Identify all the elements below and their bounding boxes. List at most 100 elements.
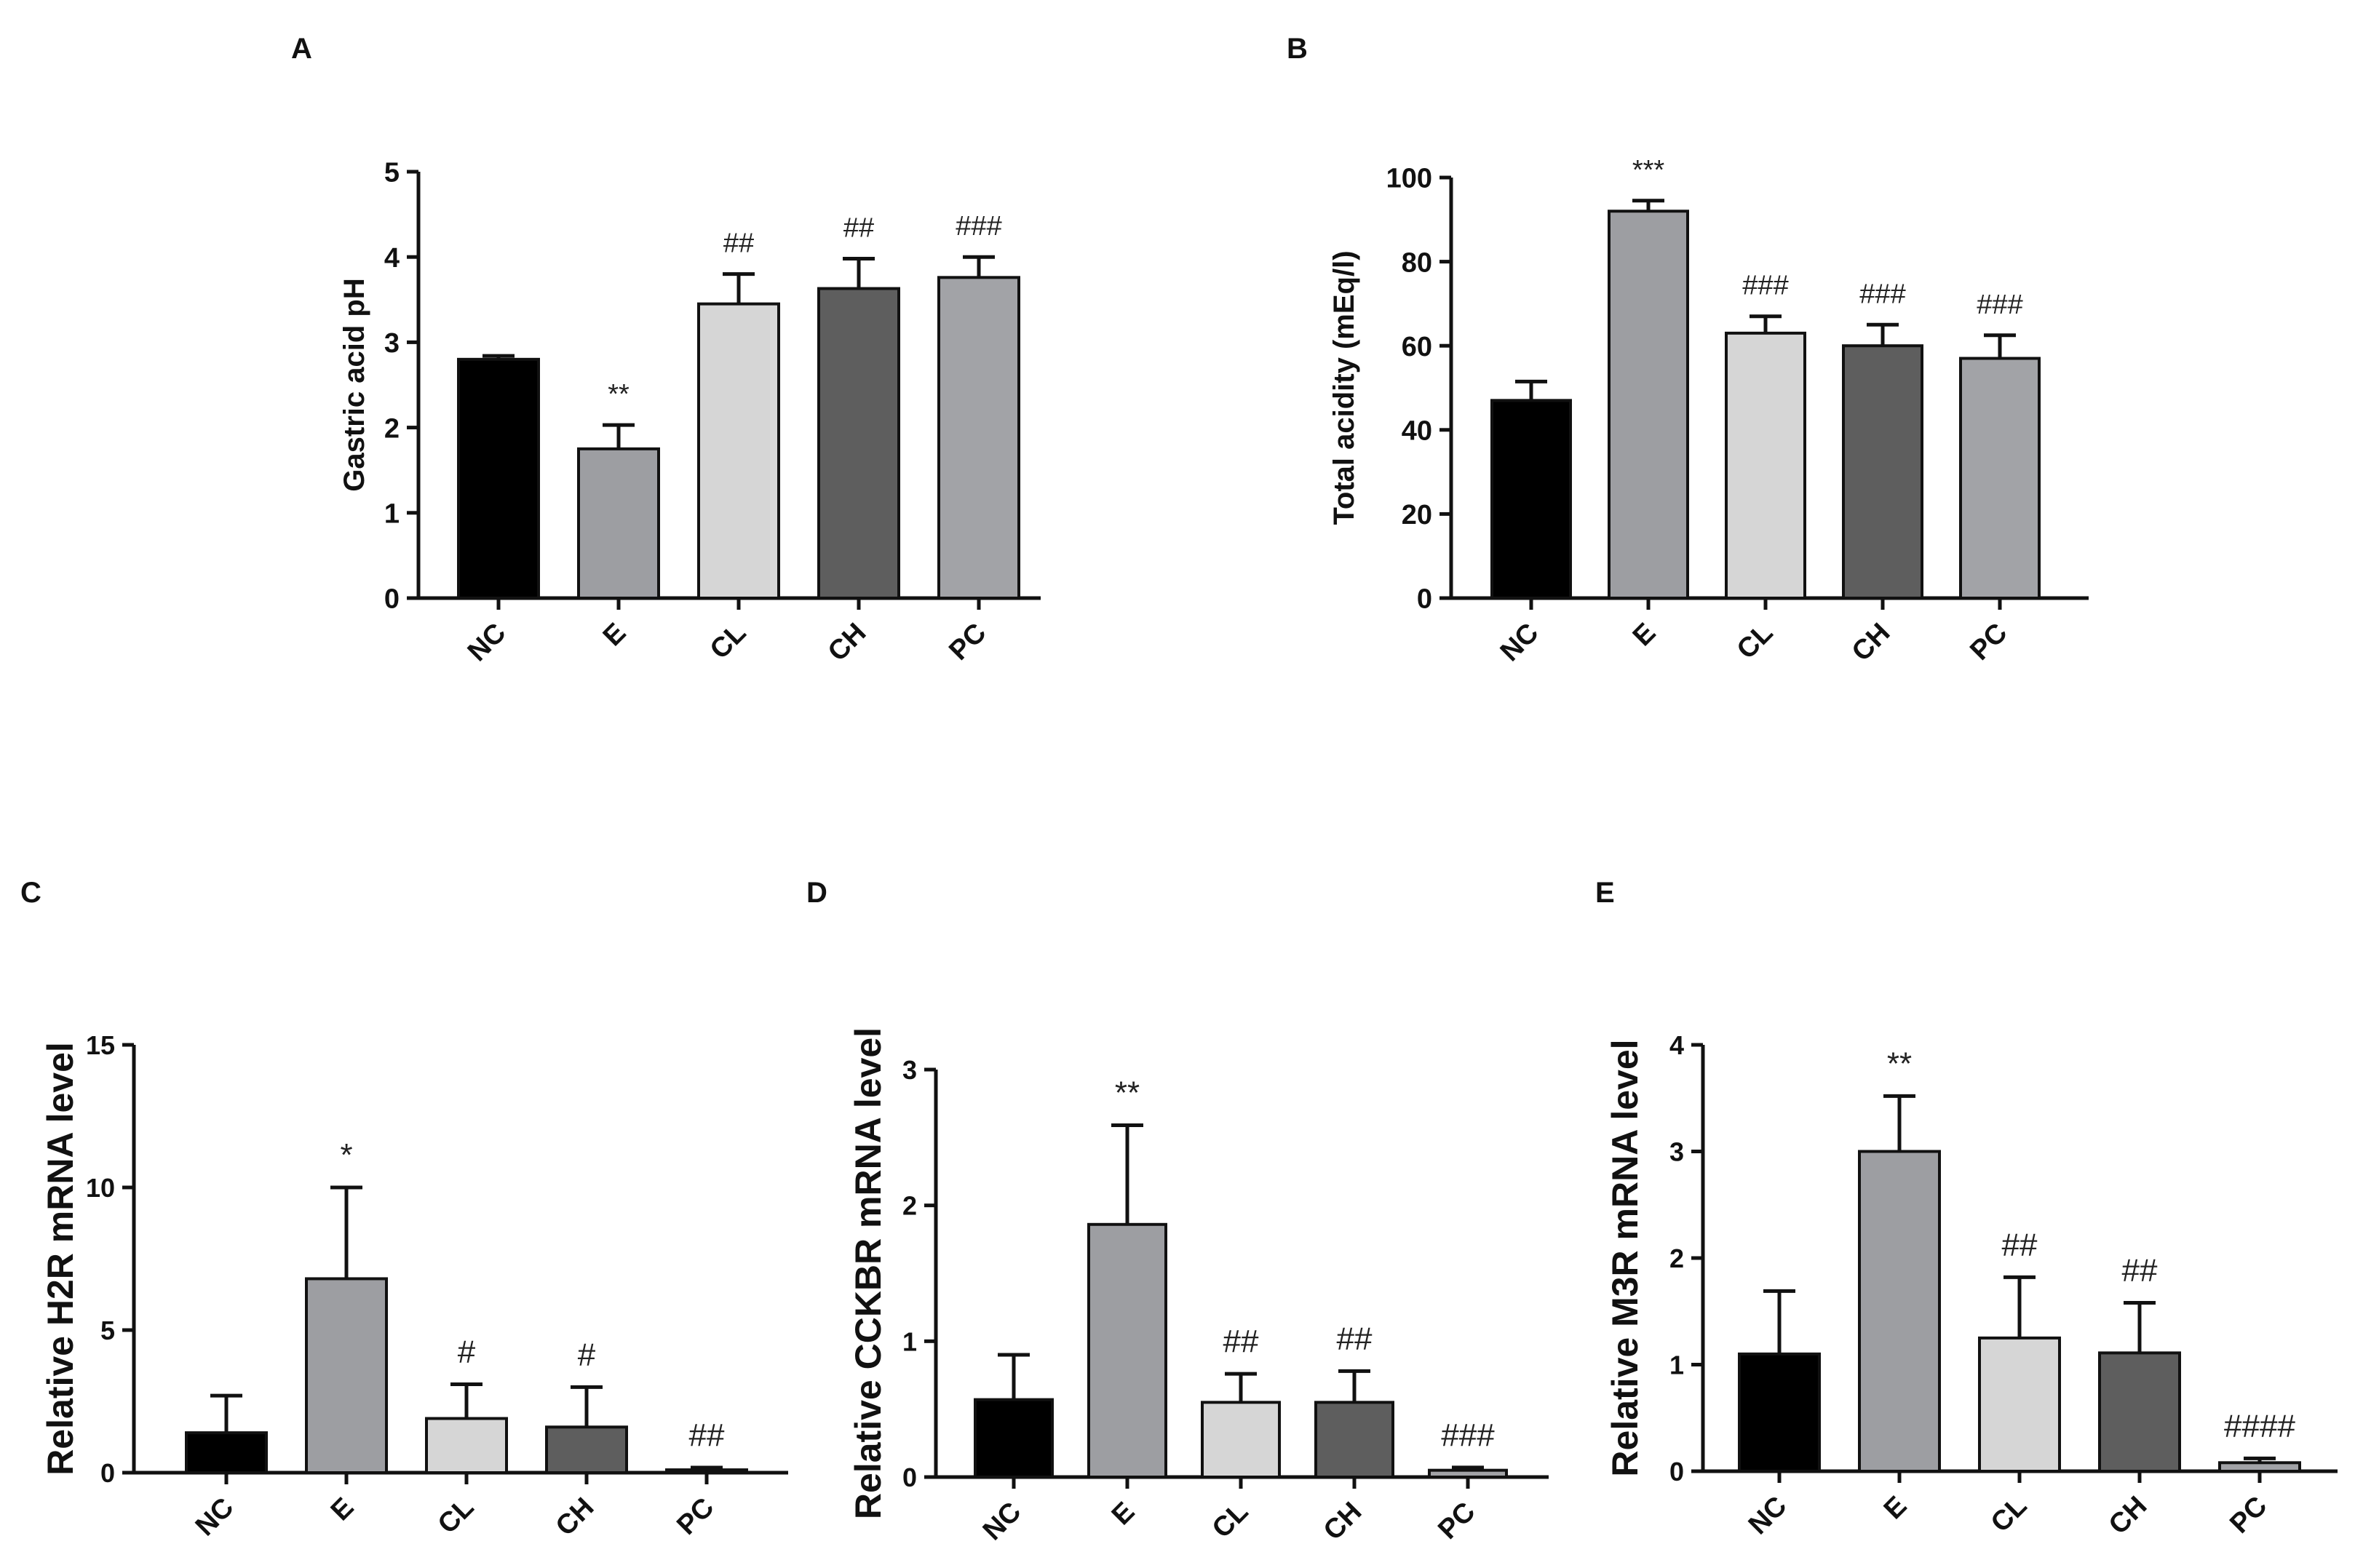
bar-e	[1608, 210, 1689, 600]
y-tick-label: 3	[1669, 1137, 1684, 1166]
bar-cl	[697, 302, 780, 600]
x-tick-label: CL	[704, 618, 752, 666]
bar-pc	[665, 1468, 748, 1474]
bar-ch	[817, 287, 900, 600]
bar-pc	[2218, 1461, 2301, 1473]
y-tick-label: 1	[902, 1326, 917, 1356]
x-tick-label: NC	[977, 1497, 1028, 1547]
y-tick-label: 80	[1402, 247, 1432, 278]
x-tick-label: PC	[671, 1492, 720, 1541]
y-tick-label: 100	[1386, 164, 1432, 194]
x-tick-label: CL	[1985, 1491, 2033, 1539]
y-tick-label: 3	[384, 328, 400, 359]
y-tick-label: 0	[384, 584, 400, 615]
y-tick-label: 0	[1417, 584, 1432, 615]
bar-pc	[1959, 357, 2041, 600]
x-tick-label: CH	[1846, 618, 1897, 668]
panel-letter: B	[1287, 33, 1308, 65]
significance-label: ##	[843, 213, 874, 244]
y-axis-label: Relative CCKBR mRNA level	[848, 1027, 889, 1519]
panel-d: D 0 1 2 3 Relative CCKBR mRNA level NC ** E ## CL #…	[806, 877, 1549, 1546]
significance-label: ***	[1632, 155, 1665, 186]
y-tick-label: 2	[902, 1191, 917, 1221]
bar-cl	[1201, 1401, 1281, 1479]
x-tick-label: CL	[432, 1492, 480, 1540]
panel-letter: A	[291, 33, 312, 65]
bar-e	[1087, 1222, 1167, 1479]
panel-e: E 0 1 2 3 4 Relative M3R mRNA level NC ** E ## CL ##…	[1595, 877, 2338, 1540]
significance-label: ###	[1742, 271, 1788, 301]
panel-letter: C	[20, 877, 41, 909]
x-tick-label: PC	[1964, 618, 2013, 666]
x-tick-label: CL	[1207, 1497, 1255, 1545]
bar-ch	[545, 1425, 628, 1475]
x-tick-label: PC	[943, 618, 992, 666]
y-tick-label: 40	[1402, 415, 1432, 446]
bar-ch	[2098, 1351, 2181, 1473]
x-tick-label: CH	[550, 1492, 600, 1543]
significance-label: ##	[723, 228, 754, 259]
y-tick-label: 2	[384, 413, 400, 444]
bar-e	[577, 447, 660, 600]
significance-label: ##	[2002, 1227, 2038, 1262]
significance-label: ####	[2224, 1408, 2295, 1444]
panel-letter: E	[1595, 877, 1615, 909]
significance-label: #	[458, 1334, 476, 1369]
y-tick-label: 4	[1669, 1030, 1684, 1060]
bar-e	[305, 1277, 388, 1474]
bar-nc	[974, 1398, 1054, 1479]
bar-nc	[185, 1431, 268, 1474]
significance-label: ###	[1441, 1417, 1495, 1453]
significance-label: ##	[689, 1417, 725, 1453]
y-tick-label: 20	[1402, 500, 1432, 530]
y-tick-label: 0	[902, 1462, 917, 1492]
y-tick-label: 5	[384, 158, 400, 188]
y-tick-label: 0	[100, 1458, 115, 1488]
significance-label: ##	[1337, 1321, 1373, 1356]
y-tick-label: 1	[1669, 1350, 1684, 1380]
panel-letter: D	[806, 877, 827, 909]
panel-b: B 0 20 40 60 80 100 Total acidity (mEq/l) NC *** E…	[1287, 33, 2089, 667]
x-tick-label: PC	[1432, 1497, 1481, 1545]
x-tick-label: NC	[190, 1492, 240, 1543]
significance-label: ##	[1223, 1324, 1259, 1359]
panel-a: A 0 1 2 3 4 5 Gastric acid pH NC ** E ## CL ## CH ### PC	[291, 33, 1041, 667]
x-tick-label: NC	[1743, 1491, 1793, 1541]
x-tick-label: CH	[822, 618, 873, 668]
y-tick-label: 3	[902, 1055, 917, 1085]
significance-label: **	[608, 379, 630, 410]
x-tick-label: E	[325, 1492, 360, 1527]
bar-nc	[1490, 399, 1572, 600]
bar-nc	[457, 357, 540, 600]
x-tick-label: PC	[2224, 1491, 2273, 1540]
significance-label: ###	[956, 211, 1001, 242]
x-tick-label: CL	[1731, 618, 1779, 666]
bar-pc	[1428, 1468, 1508, 1479]
bar-nc	[1738, 1352, 1821, 1473]
significance-label: ###	[1859, 279, 1905, 309]
bar-pc	[937, 276, 1020, 600]
x-tick-label: CH	[2103, 1491, 2153, 1541]
significance-label: ##	[2122, 1253, 2158, 1289]
y-axis-label: Relative M3R mRNA level	[1605, 1039, 1645, 1476]
x-tick-label: CH	[1318, 1497, 1368, 1547]
y-tick-label: 2	[1669, 1243, 1684, 1273]
bar-e	[1858, 1150, 1941, 1473]
bar-ch	[1842, 344, 1923, 600]
bar-cl	[1725, 331, 1806, 600]
significance-label: ###	[1977, 290, 2022, 320]
y-tick-label: 10	[86, 1173, 115, 1203]
x-tick-label: E	[1106, 1497, 1141, 1532]
x-tick-label: E	[1878, 1491, 1913, 1526]
x-tick-label: E	[1627, 618, 1662, 653]
y-tick-label: 0	[1669, 1457, 1684, 1487]
x-tick-label: NC	[1495, 618, 1545, 668]
y-tick-label: 15	[86, 1030, 115, 1060]
x-tick-label: NC	[462, 618, 512, 668]
y-tick-label: 60	[1402, 332, 1432, 362]
significance-label: *	[340, 1137, 352, 1173]
y-tick-label: 1	[384, 498, 400, 529]
y-axis-label: Gastric acid pH	[338, 278, 370, 491]
